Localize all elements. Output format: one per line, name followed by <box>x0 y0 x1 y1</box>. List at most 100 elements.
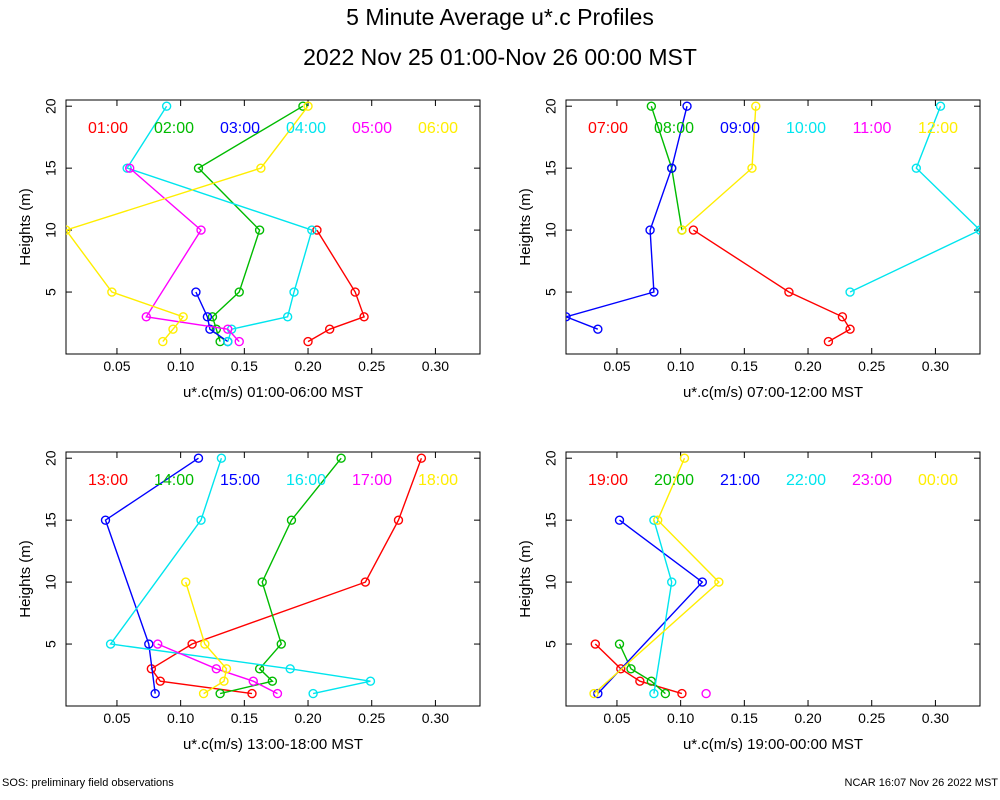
data-point-0400 <box>122 163 132 173</box>
x-tick-label: 0.30 <box>422 710 449 726</box>
data-point-1600 <box>105 639 116 649</box>
data-point-1300 <box>187 639 197 649</box>
x-tick-label: 0.05 <box>603 710 630 726</box>
series-line-0700 <box>693 229 852 343</box>
data-point-2100 <box>614 515 625 525</box>
data-point-1800 <box>221 664 232 674</box>
data-point-1200 <box>751 101 761 111</box>
data-point-0700 <box>688 225 699 235</box>
y-tick-label: 5 <box>543 288 559 296</box>
legend-entry-2000: 20:00 <box>654 472 694 489</box>
y-axis-label: Heights (m) <box>17 540 34 618</box>
data-point-1400 <box>257 577 267 587</box>
series-line-1700 <box>157 643 278 695</box>
series-line-0300 <box>195 291 229 343</box>
y-tick-label: 15 <box>43 512 59 528</box>
data-point-0900 <box>667 163 677 173</box>
panel-4: 0.05 0.10 0.15 0.20 0.25 0.30 5 10 15 20 u*.c(m/s)… <box>517 450 981 753</box>
legend-entry-1000: 10:00 <box>786 120 826 137</box>
data-point-0100 <box>312 225 322 235</box>
legend-entry-0100: 01:00 <box>88 120 128 137</box>
data-point-0200 <box>298 101 308 111</box>
data-point-0300 <box>202 312 213 322</box>
legend-entry-1600: 16:00 <box>286 472 326 489</box>
x-tick-label: 0.25 <box>858 358 885 374</box>
data-point-0700 <box>784 287 794 297</box>
data-point-0600 <box>178 312 188 322</box>
legend-entry-0800: 08:00 <box>654 120 694 137</box>
data-point-0300 <box>191 287 201 297</box>
legend-entry-2300: 23:00 <box>852 472 892 489</box>
series-line-1600 <box>109 457 371 695</box>
data-point-2000 <box>614 639 625 649</box>
data-point-0100 <box>324 324 335 334</box>
y-axis-label: Heights (m) <box>17 188 34 266</box>
data-point-1800 <box>198 688 209 699</box>
x-tick-label: 0.10 <box>167 358 194 374</box>
legend-entry-1900: 19:00 <box>588 472 628 489</box>
series-line-0100 <box>307 229 365 343</box>
legend-entry-0900: 09:00 <box>720 120 760 137</box>
data-point-1500 <box>150 688 160 699</box>
series-line-0500 <box>129 167 240 343</box>
plot-frame <box>565 99 981 355</box>
x-axis-label: u*.c(m/s) 01:00-06:00 MST <box>183 384 363 401</box>
y-tick-label: 20 <box>543 450 559 466</box>
plot-frame <box>565 451 981 707</box>
data-point-0100 <box>359 312 369 322</box>
data-point-0000 <box>653 515 663 525</box>
series-line-0900 <box>566 106 688 330</box>
data-point-1300 <box>247 688 257 699</box>
data-point-0500 <box>141 312 151 322</box>
data-point-1600 <box>308 688 318 699</box>
data-point-1200 <box>747 163 757 173</box>
data-point-0200 <box>254 225 265 235</box>
data-point-0700 <box>845 324 855 334</box>
data-point-0900 <box>682 101 692 111</box>
data-point-0900 <box>593 324 603 334</box>
data-point-1000 <box>845 287 855 297</box>
series-line-1300 <box>150 457 423 695</box>
legend-entry-1800: 18:00 <box>418 472 458 489</box>
data-point-0000 <box>589 688 599 699</box>
data-point-1600 <box>285 664 295 674</box>
data-point-2200 <box>649 688 659 699</box>
series-group <box>589 453 724 699</box>
chart-title: 5 Minute Average u*.c Profiles <box>346 4 654 30</box>
x-tick-label: 0.20 <box>794 710 821 726</box>
data-point-1900 <box>590 639 600 649</box>
y-tick-label: 5 <box>43 288 59 296</box>
data-point-1700 <box>153 639 163 649</box>
data-point-0400 <box>282 312 293 322</box>
data-point-0300 <box>205 324 215 334</box>
x-tick-label: 0.10 <box>167 710 194 726</box>
data-point-1600 <box>216 453 227 463</box>
x-tick-label: 0.30 <box>422 358 449 374</box>
data-point-0600 <box>158 336 168 347</box>
legend-entry-1700: 17:00 <box>352 472 392 489</box>
data-point-0200 <box>207 312 218 322</box>
legend-entry-0500: 05:00 <box>352 120 392 137</box>
series-line-0600 <box>66 105 309 343</box>
data-point-1900 <box>677 688 687 699</box>
legend-entry-1100: 11:00 <box>853 120 892 137</box>
data-point-0600 <box>107 287 117 297</box>
legend-entry-0000: 00:00 <box>918 472 958 489</box>
data-point-1700 <box>272 688 283 699</box>
panel-1: 0.05 0.10 0.15 0.20 0.25 0.30 5 10 15 20 u*.c(m/s)… <box>17 98 481 401</box>
data-point-0400 <box>223 336 233 347</box>
series-line-1800 <box>185 581 228 695</box>
x-tick-label: 0.25 <box>858 710 885 726</box>
data-point-0800 <box>646 101 657 111</box>
series-line-1900 <box>594 643 683 695</box>
data-point-0700 <box>837 312 848 322</box>
data-point-1400 <box>276 639 286 649</box>
y-tick-label: 15 <box>543 512 559 528</box>
legend-entry-2200: 22:00 <box>786 472 826 489</box>
data-point-1800 <box>181 577 191 587</box>
series-line-2200 <box>653 519 673 694</box>
legend-entry-1300: 13:00 <box>88 472 128 489</box>
series-line-2000 <box>618 643 666 695</box>
data-point-1600 <box>365 676 376 686</box>
